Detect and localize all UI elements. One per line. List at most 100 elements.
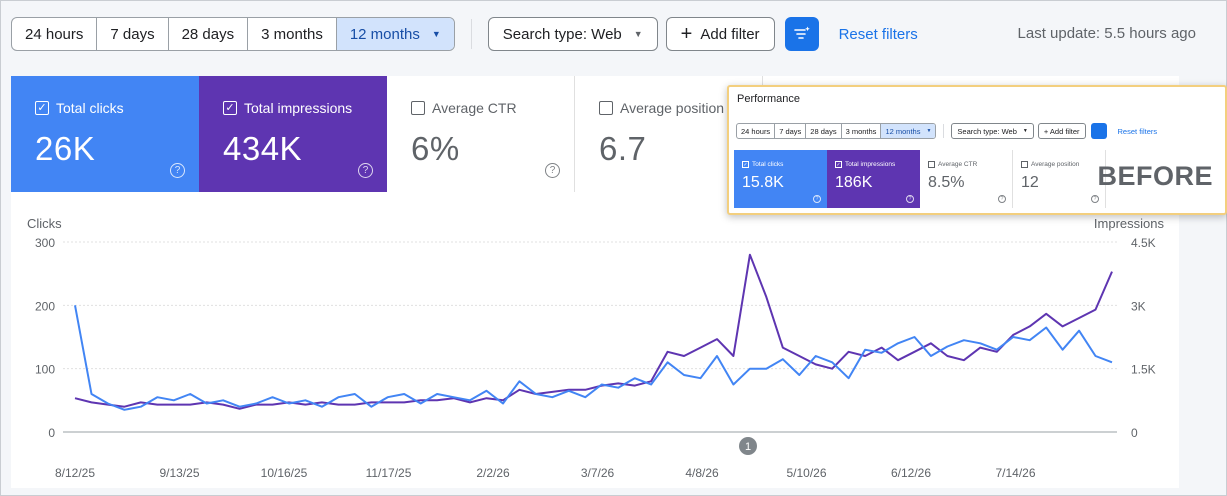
x-tick-label: 8/12/25 [55,466,95,480]
y-right-tick-label: 1.5K [1131,363,1156,377]
inset-range-3-months: 3 months [842,124,882,138]
metric-value: 434K [223,130,303,167]
checkbox-checked-icon: ✓ [835,161,842,168]
inset-metric-value: 186K [835,174,873,191]
inset-filter-icon [1090,123,1107,139]
before-screenshot-inset: Performance 24 hours 7 days 28 days 3 mo… [727,85,1227,215]
checkbox-unchecked-icon [928,161,935,168]
x-tick-label: 5/10/26 [786,466,826,480]
inset-label-row: Average CTR [928,161,1012,168]
inset-metric-label: Total clicks [752,161,784,168]
range-12-months[interactable]: 12 months ▼ [336,18,454,50]
inset-card-impressions: ✓ Total impressions 186K ? [827,150,920,208]
metric-label-row: Average position [599,100,762,116]
x-tick-label: 9/13/25 [159,466,199,480]
metric-card-average-ctr[interactable]: Average CTR 6% ? [387,76,575,192]
inset-add-filter: + Add filter [1037,123,1086,139]
inset-metric-value: 12 [1021,174,1039,191]
search-type-label: Search type: Web [502,25,622,43]
add-filter-label: Add filter [700,25,760,43]
inset-card-ctr: Average CTR 8.5% ? [920,150,1013,208]
range-7-days[interactable]: 7 days [97,18,169,50]
inset-metric-value: 8.5% [928,174,965,191]
metric-label: Total clicks [56,100,124,116]
caret-down-icon: ▼ [926,128,932,134]
y-right-tick-label: 4.5K [1131,236,1156,250]
range-label: 24 hours [25,25,84,43]
date-range-toolbar: 24 hours 7 days 28 days 3 months 12 mont… [11,17,918,51]
inset-search-type-label: Search type: Web [957,126,1017,136]
help-icon[interactable]: ? [545,163,560,178]
inset-reset-filters: Reset filters [1117,126,1158,136]
x-tick-label: 7/14/26 [995,466,1035,480]
y-axis-left-title: Clicks [27,216,62,231]
metric-card-total-clicks[interactable]: ✓ Total clicks 26K ? [11,76,199,192]
metric-value: 6% [411,130,460,167]
performance-line-chart: Clicks Impressions 300 4.5K 200 3K 100 1.5K 0 0 8/… [27,216,1165,480]
range-24-hours[interactable]: 24 hours [12,18,98,50]
checkbox-unchecked-icon[interactable] [599,101,613,115]
add-filter-button[interactable]: + Add filter [665,17,775,51]
help-icon: ? [813,195,821,203]
inset-metric-value: 15.8K [742,174,784,191]
inset-label-row: ✓ Total impressions [835,161,920,168]
inset-range-12-months: 12 months ▼ [881,124,936,138]
help-icon[interactable]: ? [170,163,185,178]
inset-range-28-days: 28 days [806,124,842,138]
help-icon: ? [998,195,1006,203]
metric-card-total-impressions[interactable]: ✓ Total impressions 434K ? [199,76,387,192]
inset-label-row: ✓ Total clicks [742,161,827,168]
y-right-tick-label: 0 [1131,426,1138,440]
range-label: 28 days [181,25,235,43]
y-left-tick-label: 100 [35,363,55,377]
metric-label: Average position [620,100,725,116]
y-right-tick-label: 3K [1131,299,1146,313]
inset-metric-label: Total impressions [845,161,896,168]
range-label: 3 months [261,25,323,43]
x-tick-label: 4/8/26 [685,466,719,480]
filter-sparkle-icon [793,26,810,39]
metric-label: Average CTR [432,100,517,116]
inset-range-7-days: 7 days [775,124,807,138]
checkbox-checked-icon: ✓ [742,161,749,168]
reset-filters-link[interactable]: Reset filters [838,25,918,43]
performance-chart-panel: Clicks Impressions 300 4.5K 200 3K 100 1.5K 0 0 8/… [11,192,1179,488]
plus-icon: + [680,22,693,45]
metric-label: Total impressions [244,100,353,116]
y-axis-right-title: Impressions [1094,216,1165,231]
checkbox-checked-icon[interactable]: ✓ [223,101,237,115]
y-left-tick-label: 0 [48,426,55,440]
last-update-text: Last update: 5.5 hours ago [1017,25,1196,42]
annotation-marker [739,437,757,455]
inset-metric-label: Average position [1031,161,1080,168]
checkbox-unchecked-icon[interactable] [411,101,425,115]
date-range-segmented-control: 24 hours 7 days 28 days 3 months 12 mont… [11,17,455,51]
x-tick-label: 3/7/26 [581,466,615,480]
metric-label-row: Average CTR [411,100,574,116]
inset-card-clicks: ✓ Total clicks 15.8K ? [734,150,827,208]
help-icon[interactable]: ? [358,163,373,178]
annotation-label: 1 [745,441,751,453]
before-tag: BEFORE [1097,161,1213,191]
inset-label-row: Average position [1021,161,1105,168]
inset-title: Performance [737,93,800,105]
range-3-months[interactable]: 3 months [248,18,337,50]
inset-metric-label: Average CTR [938,161,978,168]
filter-settings-button[interactable] [784,17,819,51]
x-tick-label: 10/16/25 [261,466,308,480]
metric-value: 26K [35,130,96,167]
metric-label-row: ✓ Total clicks [35,100,199,116]
inset-range-label: 12 months [885,126,921,136]
toolbar-divider [470,19,472,49]
x-tick-label: 6/12/26 [891,466,931,480]
checkbox-checked-icon[interactable]: ✓ [35,101,49,115]
series-line-impressions [74,253,1113,410]
search-type-dropdown[interactable]: Search type: Web ▼ [487,17,658,51]
range-28-days[interactable]: 28 days [169,18,249,50]
inset-card-position: Average position 12 ? [1013,150,1106,208]
checkbox-unchecked-icon [1021,161,1028,168]
inset-search-type: Search type: Web ▼ [951,123,1034,139]
inset-range-24-hours: 24 hours [737,124,776,138]
series-line-clicks [74,305,1113,411]
range-label: 12 months [349,25,420,43]
